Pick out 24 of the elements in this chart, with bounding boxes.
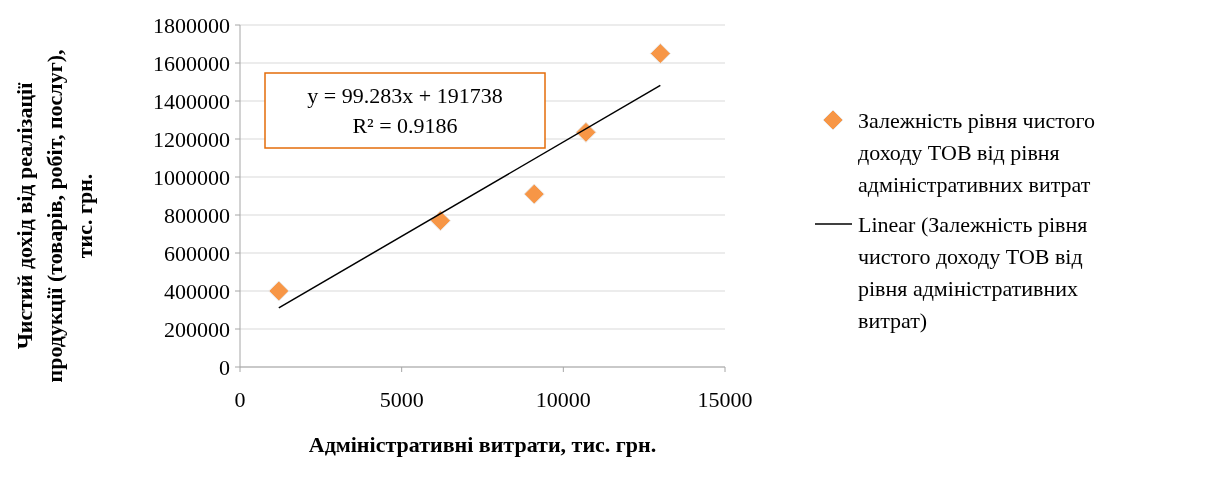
y-tick-label: 1200000 [153, 126, 230, 152]
x-tick-label: 5000 [379, 387, 424, 412]
point [268, 280, 290, 302]
point [649, 43, 671, 64]
x-tick-label: 15000 [697, 387, 753, 412]
y-tick-label: 800000 [164, 202, 230, 228]
y-tick-label: 1600000 [153, 50, 230, 76]
y-tick-label: 600000 [164, 240, 230, 266]
y-tick-label: 400000 [164, 278, 230, 304]
legend-label: Залежність рівня чистого доходу ТОВ від рівня адміністративних витрат [858, 108, 1096, 197]
y-tick-label: 1400000 [153, 88, 230, 114]
point [523, 183, 545, 205]
x-tick-label: 0 [234, 387, 246, 412]
y-tick-label: 0 [219, 354, 230, 380]
legend-label: Linear (Залежність рівня чистого доходу ТОВ від рівня адміністративних витрат) [858, 212, 1088, 333]
annotation: y = 99.283x + 191738 [307, 83, 503, 108]
annotation: R² = 0.9186 [352, 113, 458, 138]
y-tick-label: 1800000 [153, 12, 230, 38]
y-axis-title: Чистий дохід від реалізації продукції (товарів, робіт, послуг), тис. грн. [12, 49, 97, 383]
x-tick-label: 10000 [535, 387, 591, 412]
y-tick-label: 200000 [164, 316, 230, 342]
y-tick-label: 1000000 [153, 164, 230, 190]
point [429, 210, 451, 232]
x-axis-title: Адміністративні витрати, тис. грн. [308, 432, 657, 457]
